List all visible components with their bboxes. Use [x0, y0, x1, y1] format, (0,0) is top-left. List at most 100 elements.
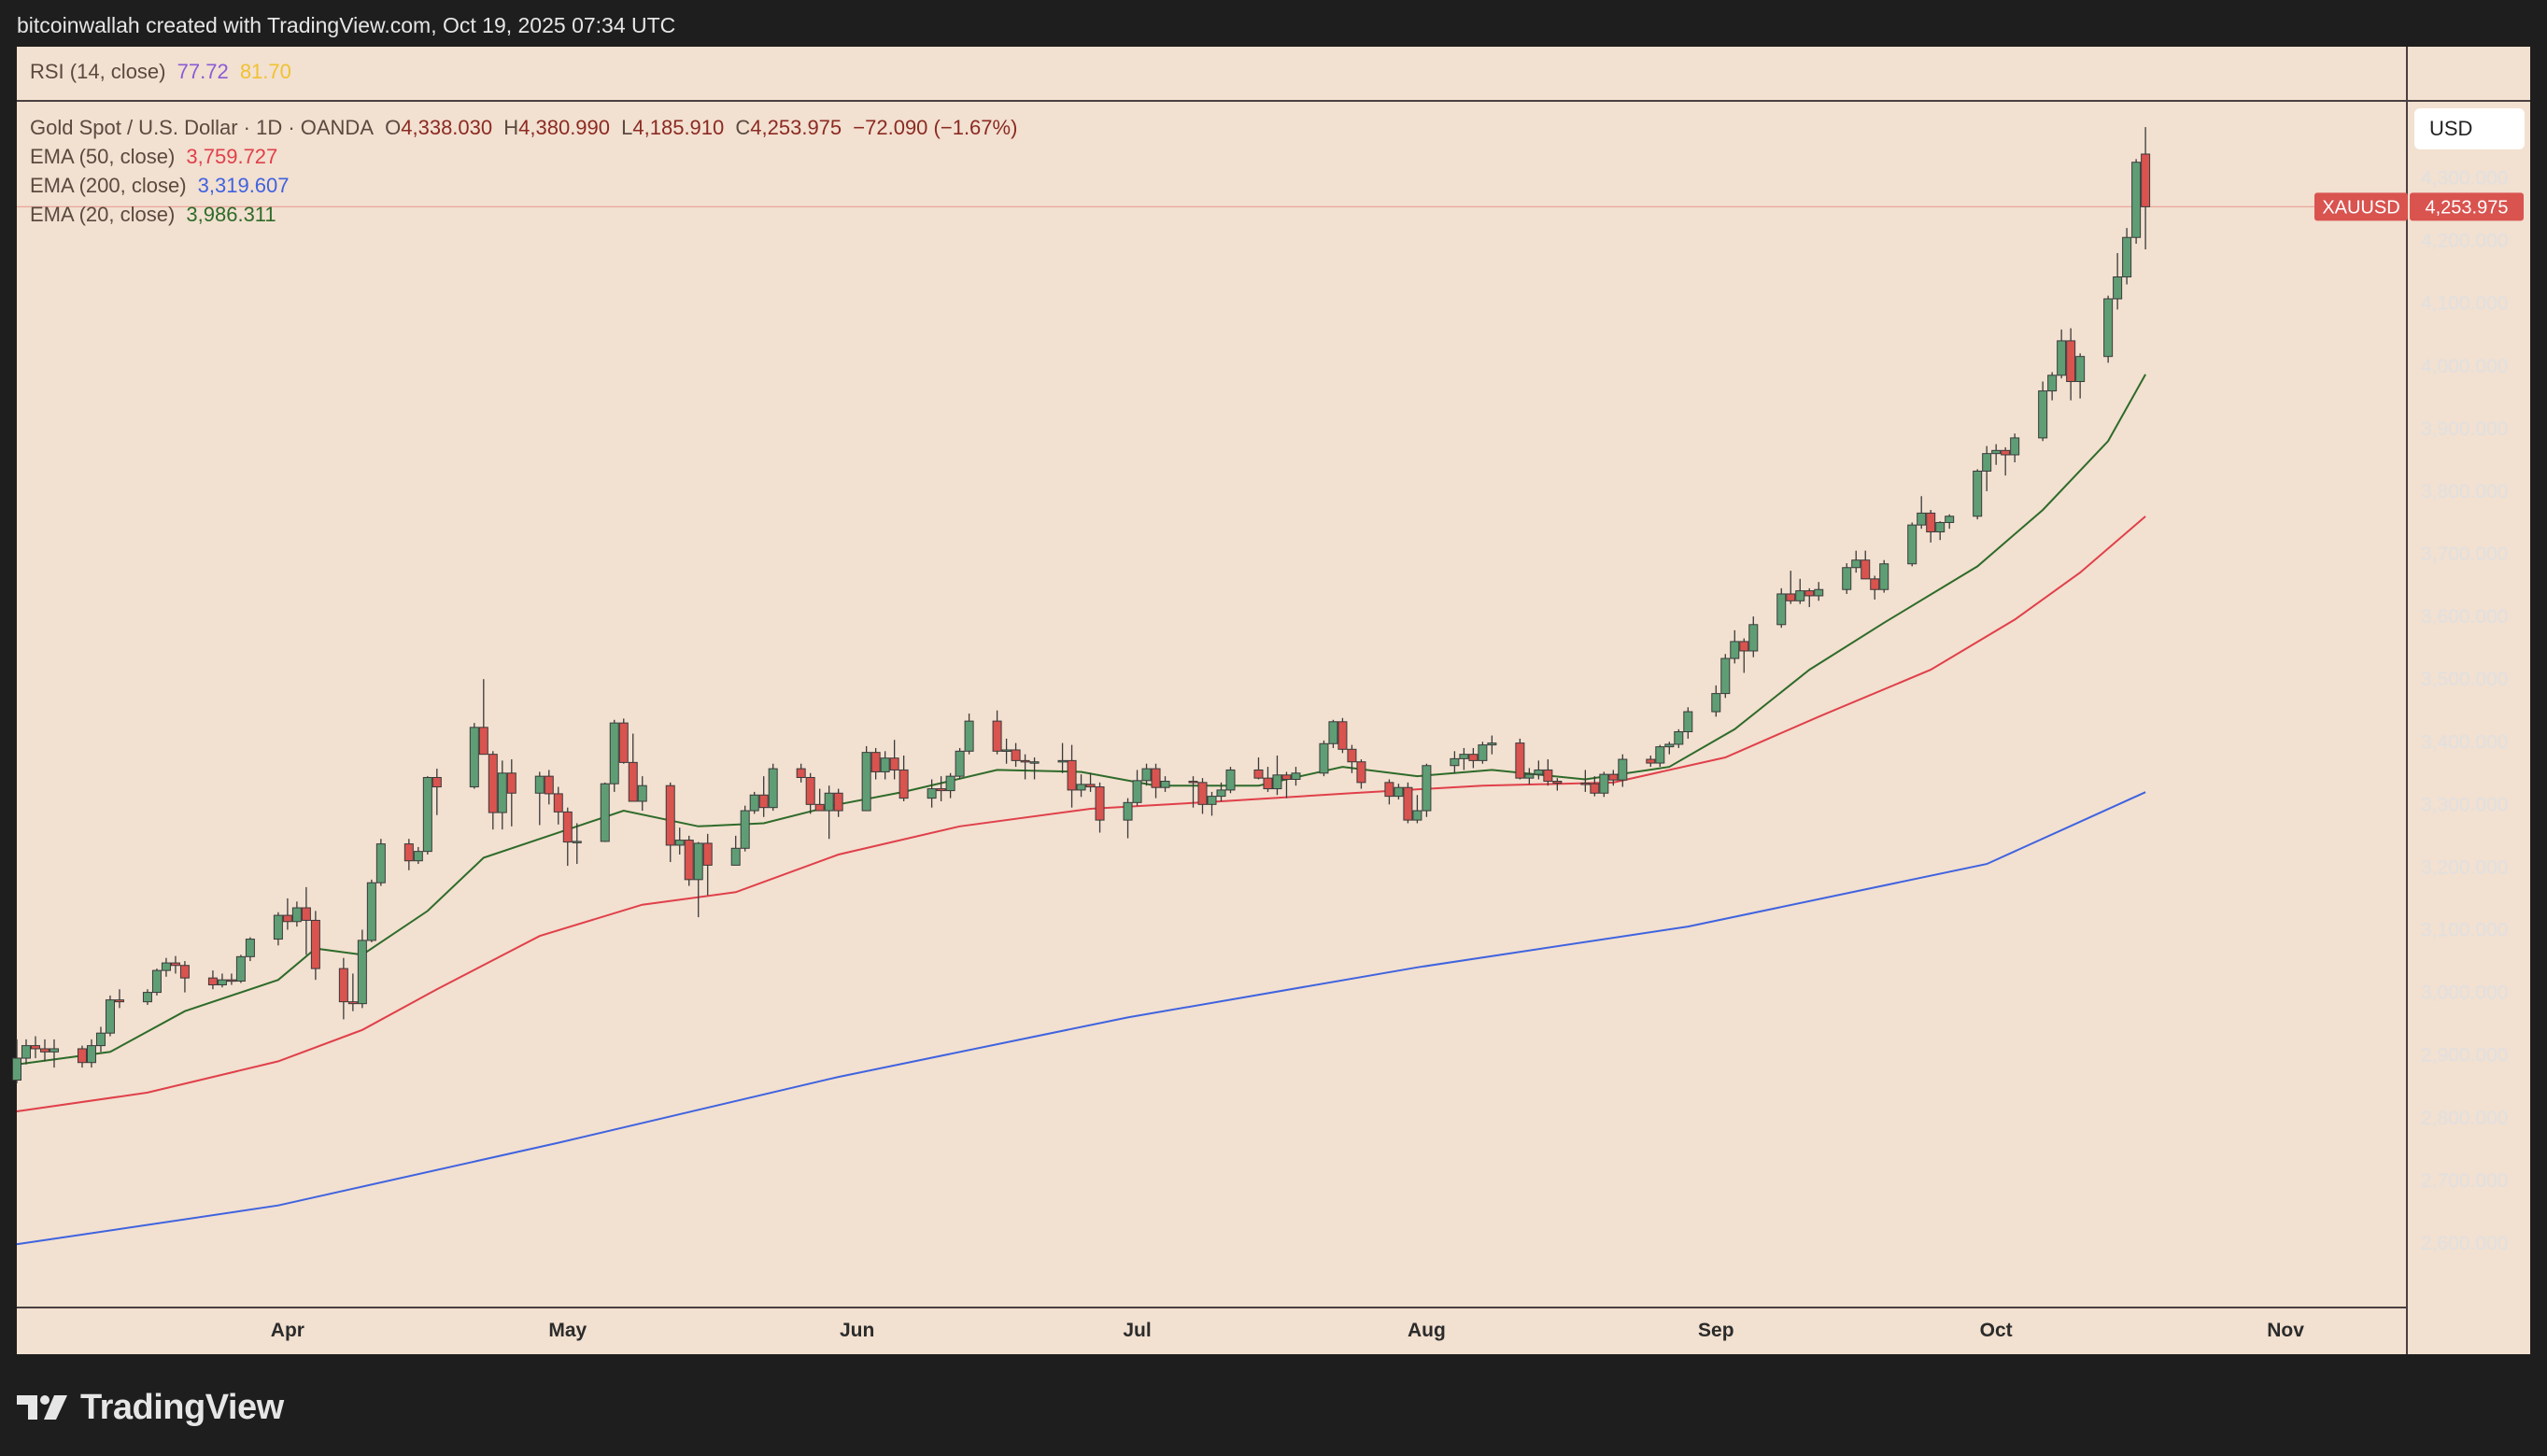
candle: [151, 968, 162, 996]
ema200-legend[interactable]: EMA (200, close) 3,319.607: [30, 174, 295, 198]
tradingview-logo-icon: [17, 1395, 67, 1420]
low-value: 4,185.910: [632, 116, 725, 139]
candle: [1935, 521, 1946, 541]
candle-body: [1739, 641, 1749, 652]
candle: [870, 747, 881, 780]
candle: [955, 747, 965, 780]
price-tick-label: 3,500.000: [2421, 669, 2508, 690]
candle-body: [1870, 578, 1880, 590]
candle-body: [2122, 236, 2132, 277]
candle-body: [2038, 390, 2048, 439]
candle: [899, 756, 909, 801]
candle: [235, 954, 246, 983]
candle: [506, 759, 516, 827]
candle: [1683, 707, 1693, 739]
candle-body: [1450, 757, 1460, 767]
candle-body: [684, 840, 694, 881]
ema200-line: [16, 791, 2146, 1246]
symbol-legend[interactable]: Gold Spot / U.S. Dollar · 1D · OANDA O4,…: [30, 116, 1023, 140]
ema50-legend[interactable]: EMA (50, close) 3,759.727: [30, 145, 283, 169]
candle-body: [1879, 563, 1889, 590]
candle: [562, 807, 573, 867]
candle-body: [702, 842, 713, 866]
price-tick-label: 3,100.000: [2421, 920, 2508, 941]
candle-body: [1356, 761, 1366, 784]
candle: [2010, 433, 2020, 463]
candle: [301, 886, 311, 955]
time-axis[interactable]: Apr May Jun Jul Aug Sep Oct Nov: [271, 1320, 2304, 1341]
candle: [1197, 778, 1208, 814]
rsi-legend[interactable]: RSI (14, close) 77.72 81.70: [30, 60, 297, 84]
candle-body: [95, 1032, 106, 1047]
candle-body: [105, 999, 115, 1034]
ema20-value: 3,986.311: [186, 203, 276, 226]
candle: [1973, 469, 1983, 520]
candle-body: [1814, 588, 1824, 597]
candle: [2066, 328, 2076, 401]
candle: [95, 1026, 106, 1053]
candle: [422, 776, 432, 855]
currency-button[interactable]: USD: [2414, 108, 2525, 149]
tradingview-logo[interactable]: TradingView: [17, 1384, 284, 1431]
candle-body: [161, 962, 171, 971]
candle-body: [1786, 593, 1796, 601]
price-tick-label: 4,100.000: [2421, 293, 2508, 315]
price-axis[interactable]: 2,600.000 2,700.000 2,800.000 2,900.000 3,00…: [2421, 168, 2508, 1254]
candle-body: [114, 999, 124, 1003]
candle-body: [870, 752, 881, 772]
candle: [534, 771, 545, 826]
candle: [1123, 798, 1133, 839]
candle: [2075, 353, 2086, 399]
change-value: −72.090 (−1.67%): [853, 116, 1018, 139]
candle-body: [637, 785, 647, 802]
candle: [740, 805, 750, 852]
candle: [161, 957, 171, 977]
candle: [572, 823, 582, 865]
candle-body: [488, 754, 498, 813]
candle: [49, 1039, 59, 1068]
candle-body: [413, 851, 423, 862]
candle-body: [1945, 516, 1955, 523]
candle-body: [478, 727, 488, 756]
candle: [245, 937, 255, 962]
candle-body: [207, 977, 218, 986]
candle: [1207, 791, 1217, 816]
candle-body: [1804, 590, 1815, 597]
candle: [2057, 329, 2067, 379]
candle-body: [1076, 784, 1086, 791]
candle-body: [824, 792, 834, 812]
candle-body: [1935, 521, 1946, 533]
candle: [1879, 559, 1889, 593]
price-tick-label: 4,000.000: [2421, 356, 2508, 377]
candle-body: [39, 1048, 50, 1053]
candle-body: [674, 840, 685, 846]
ema50-line: [16, 516, 2146, 1112]
candle: [1085, 772, 1096, 792]
candle: [1534, 760, 1544, 780]
candle-body: [544, 775, 554, 795]
candle: [1450, 751, 1460, 773]
candle-body: [235, 955, 246, 982]
ema20-legend[interactable]: EMA (20, close) 3,986.311: [30, 203, 282, 227]
candle: [1804, 587, 1815, 608]
candle-body: [1907, 524, 1917, 565]
candle: [1917, 496, 1927, 530]
candle-body: [1991, 449, 2002, 455]
candle-body: [572, 841, 582, 843]
time-tick-label: Aug: [1408, 1320, 1446, 1341]
attribution-text: bitcoinwallah created with TradingView.c…: [17, 13, 676, 37]
candle: [730, 835, 741, 866]
candle-body: [628, 761, 638, 802]
candle-body: [1599, 773, 1609, 794]
candle-body: [768, 768, 778, 809]
candle: [497, 760, 507, 830]
candle: [796, 763, 806, 783]
candle-body: [422, 776, 432, 853]
price-tag-value: 4,253.975: [2426, 197, 2509, 218]
candle: [992, 710, 1002, 755]
candle-body: [1095, 786, 1105, 821]
candle: [1842, 563, 1852, 594]
candle-body: [861, 752, 871, 812]
candle: [114, 989, 124, 1009]
